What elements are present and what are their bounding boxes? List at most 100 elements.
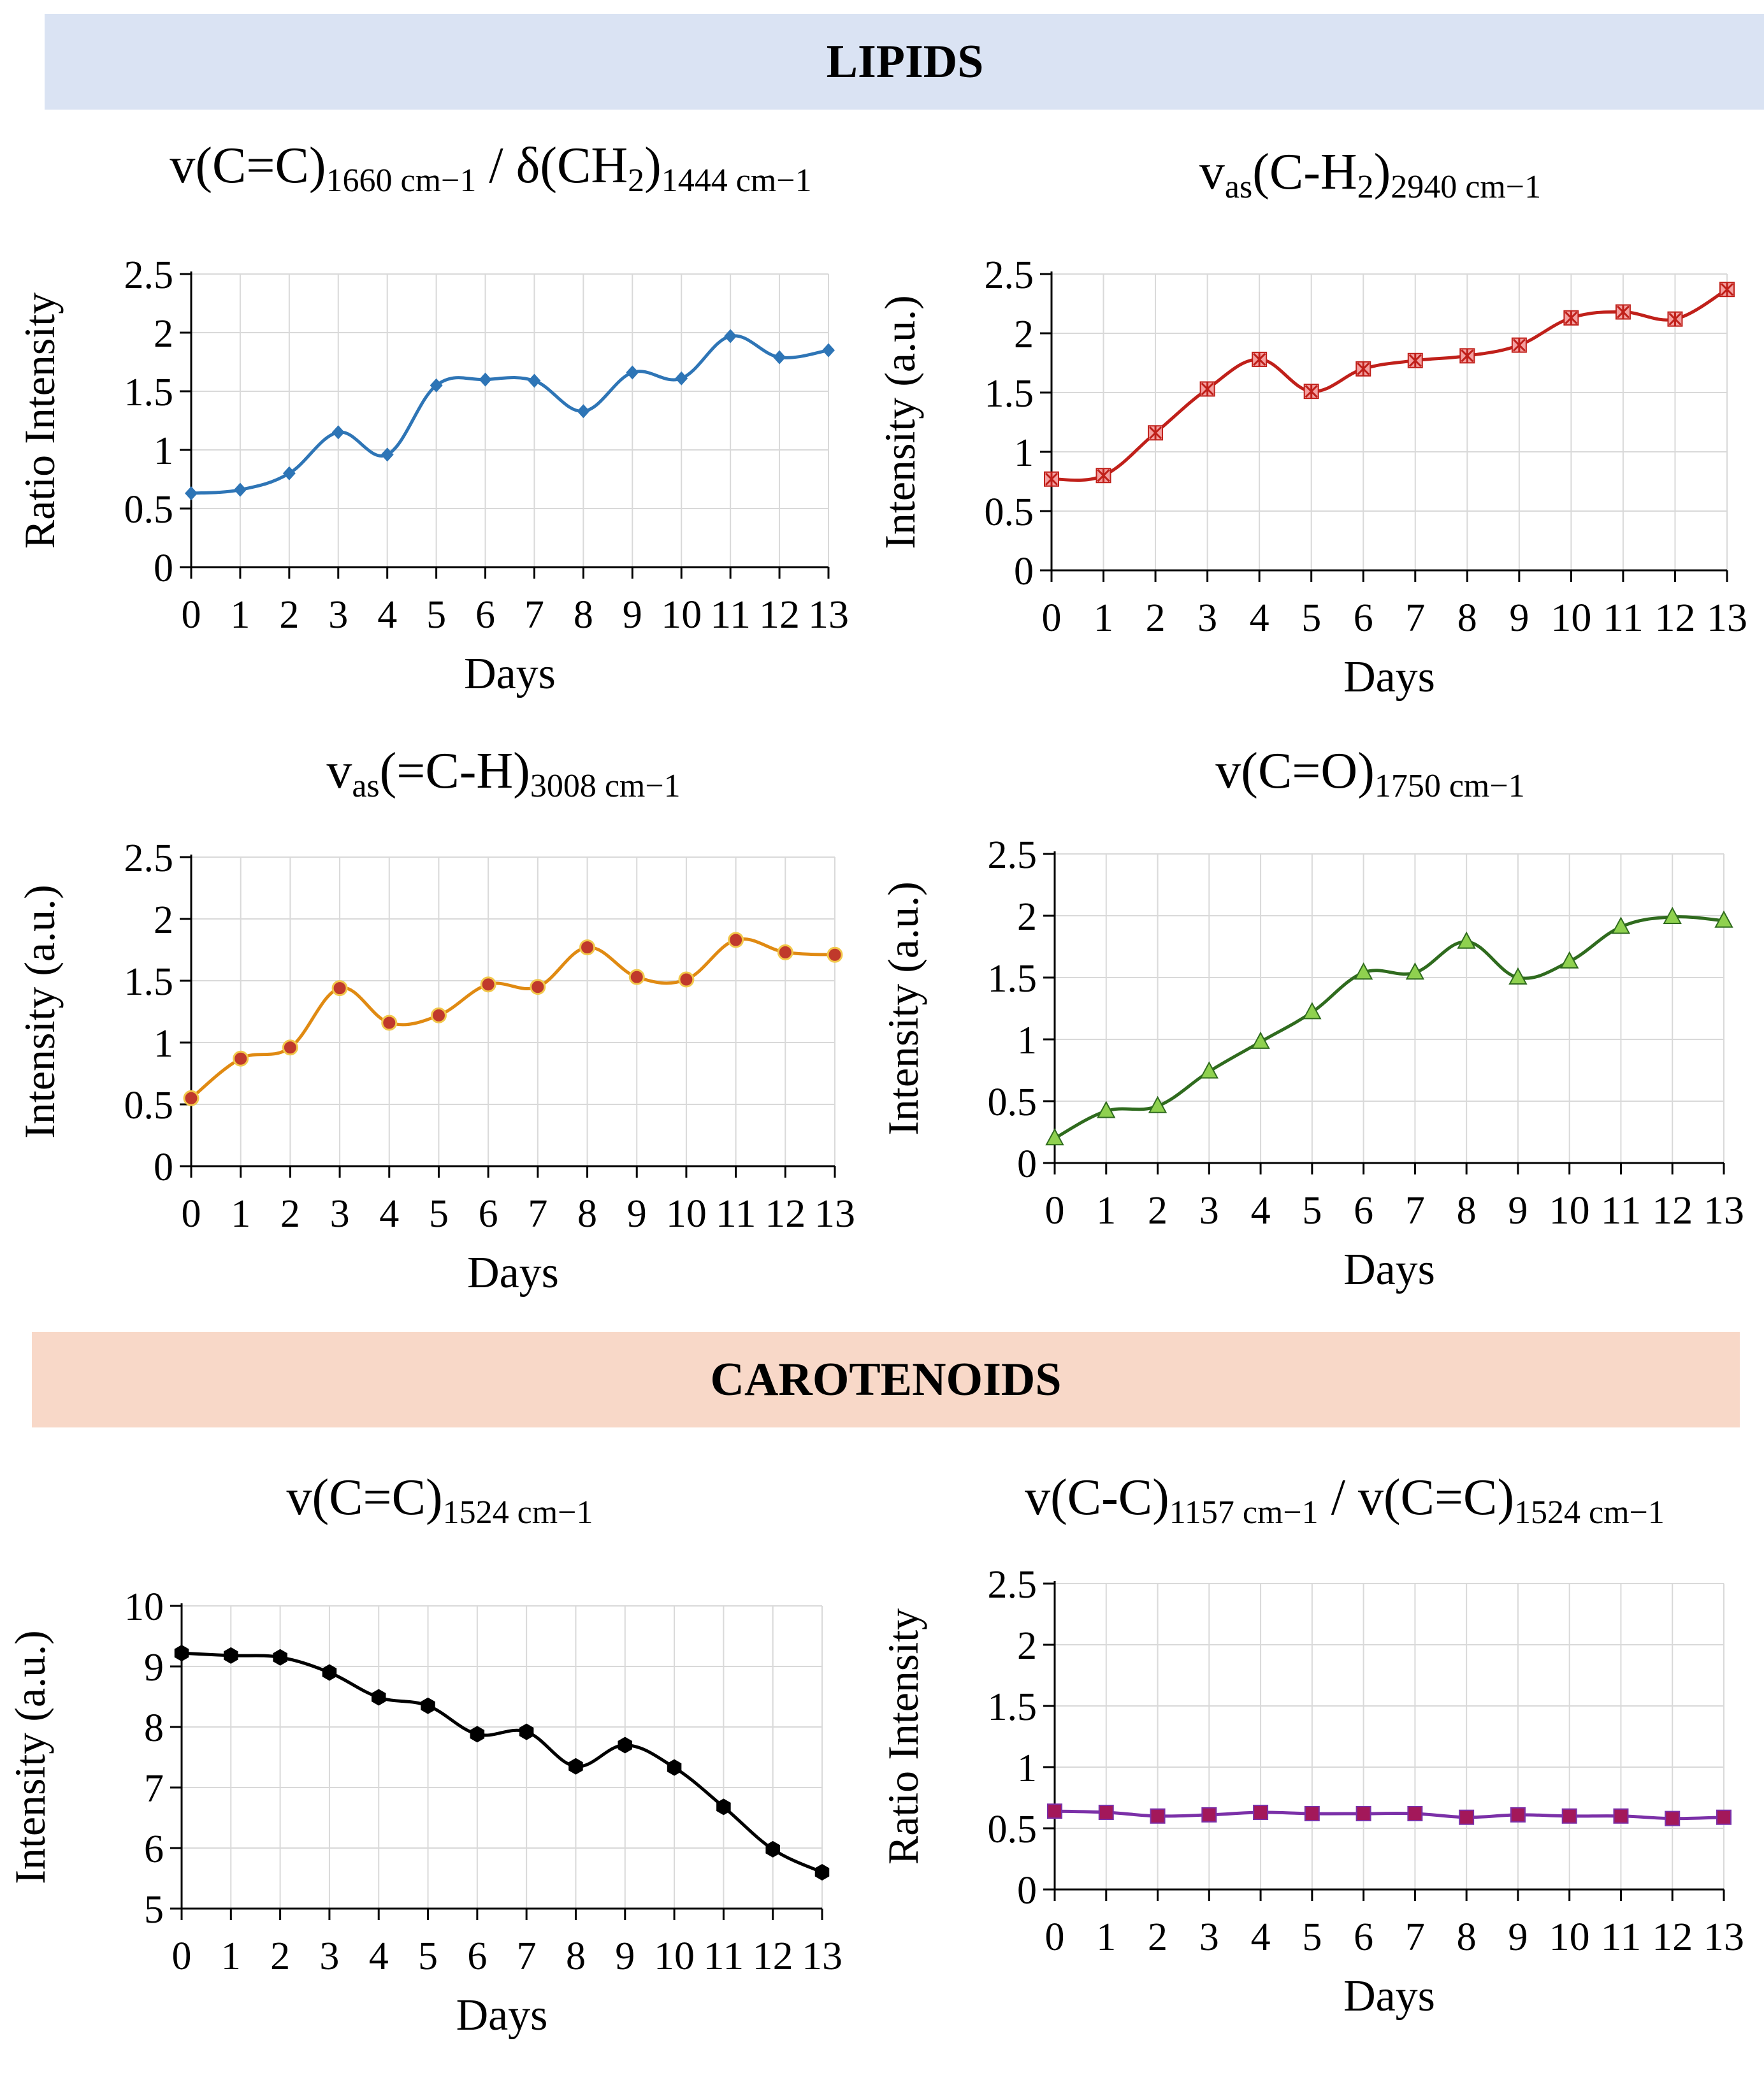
y-axis-label: Ratio Intensity	[879, 1608, 927, 1865]
data-point-10	[678, 971, 695, 988]
y-tick-label: 8	[144, 1707, 164, 1750]
data-point-7	[528, 373, 541, 388]
data-point-7	[519, 1723, 534, 1740]
x-tick-label: 10	[1549, 1916, 1590, 1959]
data-point-9	[626, 365, 639, 380]
section-banner-lipids: LIPIDS	[45, 14, 1764, 110]
x-axis-label: Days	[1343, 1245, 1435, 1294]
data-point-2	[1150, 1808, 1166, 1824]
data-point-6	[1354, 962, 1373, 980]
data-point-8	[1457, 931, 1476, 949]
data-point-8	[579, 939, 596, 956]
data-point-7	[530, 979, 546, 995]
x-tick-label: 5	[429, 1192, 449, 1236]
x-tick-label: 0	[172, 1935, 192, 1978]
data-point-4	[371, 1689, 386, 1706]
y-axis-label: Intensity (a.u.)	[876, 295, 924, 549]
data-point-11	[1615, 304, 1631, 320]
x-tick-label: 9	[627, 1192, 647, 1236]
data-point-10	[675, 371, 688, 386]
chart-c2: 00.511.522.50 1 2 3 4 5 6 7 8 9 10 11 12 13DaysIntens…	[876, 254, 1747, 702]
x-tick-label: 7	[1405, 596, 1425, 640]
data-point-1	[1097, 1101, 1116, 1118]
data-point-3	[322, 1664, 337, 1681]
y-tick-label: 0.5	[985, 491, 1034, 534]
series-line	[191, 334, 829, 495]
chart-c3: 00.511.522.50 1 2 3 4 5 6 7 8 9 10 11 12 13DaysIntens…	[15, 837, 855, 1297]
data-point-13	[1719, 282, 1735, 298]
data-point-8	[577, 404, 590, 419]
y-tick-label: 1	[154, 1022, 173, 1065]
data-point-12	[773, 350, 786, 365]
x-tick-label: 5	[1301, 596, 1321, 640]
y-tick-label: 1.5	[985, 372, 1034, 415]
data-point-0	[183, 1090, 199, 1106]
x-tick-label: 6	[1354, 1916, 1373, 1959]
data-point-4	[380, 447, 394, 462]
data-point-7	[1405, 962, 1425, 980]
chart-c1: 00.511.522.50 1 2 3 4 5 6 7 8 9 10 11 12 13DaysRatio …	[15, 254, 849, 698]
x-tick-label: 1	[231, 1192, 250, 1236]
x-tick-label: 4	[1251, 1916, 1271, 1959]
data-point-12	[777, 944, 793, 960]
y-tick-label: 2	[1017, 1624, 1037, 1668]
data-point-3	[1199, 381, 1215, 397]
y-tick-label: 1	[154, 430, 173, 473]
y-tick-label: 2	[154, 899, 173, 942]
y-tick-label: 0	[1014, 550, 1034, 593]
series-markers	[183, 932, 843, 1106]
data-point-13	[814, 1864, 830, 1881]
x-tick-label: 10	[654, 1935, 695, 1978]
x-tick-label: 10	[661, 593, 702, 637]
x-tick-label: 11	[1603, 596, 1644, 640]
x-tick-label: 1	[230, 593, 250, 637]
data-point-5	[1304, 1805, 1320, 1821]
y-tick-label: 1.5	[988, 1686, 1037, 1729]
chart-title-c3: vas(=C-H)3008 cm−1	[326, 743, 681, 804]
data-point-4	[381, 1015, 398, 1031]
chart-title-c4: v(C=O)1750 cm−1	[1215, 743, 1525, 804]
chart-title-c6: v(C-C)1157 cm−1 / v(C=C)1524 cm−1	[1025, 1470, 1665, 1531]
series-line	[181, 1651, 823, 1874]
x-tick-label: 12	[753, 1935, 793, 1978]
data-point-6	[470, 1726, 485, 1743]
x-tick-label: 4	[377, 593, 397, 637]
y-tick-label: 1.5	[124, 371, 174, 414]
x-tick-label: 0	[182, 1192, 201, 1236]
data-point-12	[1665, 1810, 1681, 1826]
data-point-5	[430, 1007, 447, 1023]
data-point-8	[1459, 1809, 1475, 1825]
series-markers	[185, 329, 835, 501]
data-point-9	[618, 1737, 633, 1754]
x-tick-label: 12	[1654, 596, 1695, 640]
y-axis-label: Intensity (a.u.)	[879, 881, 927, 1135]
data-point-0	[174, 1645, 189, 1662]
y-tick-label: 2.5	[988, 1563, 1037, 1607]
y-tick-label: 7	[144, 1767, 164, 1810]
x-tick-label: 9	[623, 593, 642, 637]
data-point-11	[1613, 1808, 1629, 1824]
x-tick-label: 8	[566, 1935, 586, 1978]
x-tick-label: 7	[524, 593, 544, 637]
data-point-2	[282, 1039, 298, 1056]
data-point-4	[1252, 351, 1268, 367]
data-point-9	[1508, 967, 1528, 985]
x-tick-label: 11	[710, 593, 751, 637]
chart-title-c2: vas(C-H2)2940 cm−1	[1199, 144, 1542, 205]
x-axis-label: Days	[456, 1991, 548, 2040]
data-point-1	[1095, 468, 1111, 484]
data-point-9	[1510, 1807, 1526, 1823]
y-tick-label: 0.5	[988, 1808, 1037, 1851]
x-tick-label: 5	[1302, 1189, 1322, 1232]
data-point-8	[568, 1758, 583, 1775]
data-point-13	[1714, 910, 1733, 928]
data-point-1	[233, 482, 247, 497]
data-point-6	[1356, 361, 1371, 377]
x-tick-label: 5	[426, 593, 446, 637]
data-point-7	[1407, 1805, 1423, 1821]
data-point-1	[233, 1050, 249, 1067]
x-tick-label: 1	[1096, 1916, 1116, 1959]
x-tick-label: 4	[1251, 1189, 1271, 1232]
data-point-12	[1663, 906, 1682, 924]
